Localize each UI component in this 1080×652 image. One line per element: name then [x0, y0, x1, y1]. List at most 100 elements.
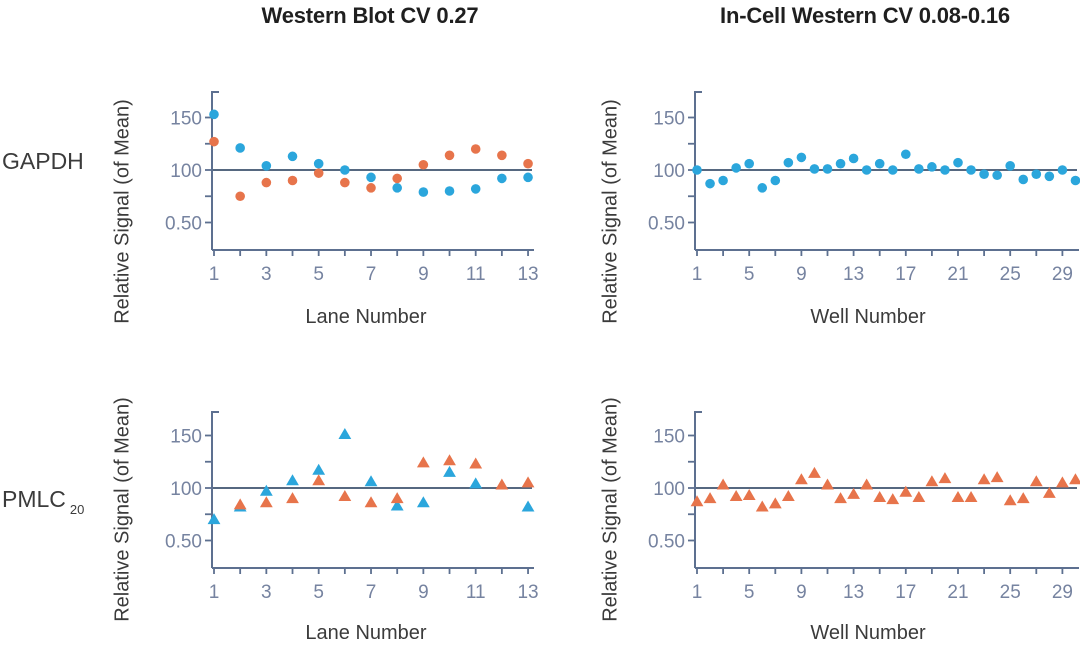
data-point-marker	[364, 496, 378, 508]
data-point-marker	[313, 168, 324, 178]
data-point-marker	[873, 491, 887, 503]
data-point-marker	[312, 463, 326, 475]
data-point-marker	[795, 473, 808, 485]
data-point-marker	[287, 151, 298, 162]
x-tick-label: 13	[517, 582, 538, 603]
y-tick-label: 150	[170, 427, 202, 448]
data-point-marker	[261, 161, 272, 171]
data-point-marker	[287, 175, 298, 186]
data-point-marker	[1003, 494, 1017, 506]
data-point-marker	[874, 158, 885, 169]
data-point-marker	[523, 158, 533, 169]
x-axis-label-lane-number-bottom: Lane Number	[305, 622, 427, 644]
data-point-marker	[207, 513, 221, 525]
data-point-marker	[235, 143, 245, 153]
series-orange	[233, 454, 535, 510]
data-point-marker	[286, 474, 299, 486]
data-point-marker	[860, 478, 874, 490]
data-point-marker	[1031, 169, 1042, 179]
x-tick-label: 9	[796, 582, 807, 603]
data-point-marker	[418, 159, 429, 170]
y-tick-label: 100	[170, 161, 202, 182]
data-point-marker	[364, 475, 378, 487]
data-point-marker	[521, 500, 535, 512]
data-point-marker	[796, 152, 807, 163]
data-point-marker	[444, 186, 455, 196]
data-point-marker	[742, 488, 756, 500]
y-tick-label: 0.50	[648, 214, 685, 235]
y-tick-label: 0.50	[165, 532, 202, 553]
series-orange	[690, 466, 1080, 512]
data-point-marker	[469, 457, 483, 469]
data-point-marker	[469, 477, 483, 489]
y-axis-label-gapdh-wb: Relative Signal (of Mean)	[111, 99, 134, 324]
data-point-marker	[1029, 475, 1043, 487]
data-point-marker	[1044, 171, 1055, 182]
data-point-marker	[497, 150, 507, 161]
data-point-marker	[338, 428, 352, 440]
x-tick-label: 21	[947, 264, 968, 285]
data-point-marker	[209, 136, 219, 147]
data-point-marker	[1069, 473, 1080, 485]
data-point-marker	[964, 491, 978, 503]
data-point-marker	[1016, 492, 1030, 504]
x-tick-label: 1	[209, 264, 220, 285]
data-point-marker	[692, 165, 702, 175]
data-point-marker	[209, 109, 219, 120]
x-tick-label: 5	[744, 264, 755, 285]
data-point-marker	[261, 177, 272, 188]
data-point-marker	[444, 150, 455, 161]
data-point-marker	[912, 491, 926, 503]
series-blue	[207, 428, 535, 525]
data-point-marker	[690, 495, 704, 507]
data-point-marker	[951, 491, 965, 503]
x-axis-label-well-number-top: Well Number	[810, 306, 926, 328]
row-label-pmlc20: PMLC 20	[2, 486, 84, 517]
data-point-marker	[783, 157, 794, 168]
data-point-marker	[286, 492, 299, 504]
y-tick-label: 150	[653, 427, 685, 448]
data-point-marker	[914, 164, 924, 174]
x-tick-label: 3	[261, 582, 272, 603]
data-point-marker	[927, 162, 937, 172]
data-point-marker	[755, 500, 769, 512]
row-label-pmlc-subscript: 20	[69, 502, 85, 517]
data-point-marker	[821, 478, 834, 490]
x-tick-label: 13	[517, 264, 538, 285]
x-axis-label-lane-number-top: Lane Number	[305, 306, 427, 328]
data-point-marker	[979, 169, 989, 179]
x-tick-label: 5	[744, 582, 755, 603]
row-label-gapdh: GAPDH	[2, 148, 84, 175]
data-point-marker	[990, 471, 1004, 483]
x-tick-label: 29	[1052, 264, 1073, 285]
data-point-marker	[416, 496, 430, 508]
y-tick-label: 0.50	[165, 214, 202, 235]
data-point-marker	[338, 490, 352, 501]
data-point-marker	[768, 497, 782, 509]
data-point-marker	[313, 158, 324, 169]
series-orange	[209, 136, 533, 202]
x-tick-label: 9	[796, 264, 807, 285]
x-tick-label: 5	[313, 582, 324, 603]
x-axis-label-well-number-bottom: Well Number	[810, 622, 926, 644]
data-point-marker	[1018, 174, 1029, 185]
y-tick-label: 100	[653, 479, 685, 500]
data-point-marker	[1005, 161, 1015, 171]
series-blue	[209, 109, 533, 197]
data-point-marker	[1042, 486, 1056, 498]
x-tick-label: 13	[843, 582, 864, 603]
data-point-marker	[899, 485, 913, 497]
x-tick-label: 17	[895, 582, 916, 603]
column-title-in-cell-western: In-Cell Western CV 0.08-0.16	[720, 3, 1010, 28]
x-tick-label: 7	[366, 264, 377, 285]
data-point-marker	[966, 165, 976, 175]
data-point-marker	[886, 493, 900, 505]
x-tick-label: 11	[466, 582, 486, 603]
data-point-marker	[953, 157, 963, 168]
data-point-marker	[418, 187, 429, 197]
x-tick-label: 5	[313, 264, 324, 285]
axes	[205, 91, 534, 256]
data-point-marker	[235, 191, 245, 202]
column-title-western-blot: Western Blot CV 0.27	[261, 3, 479, 28]
